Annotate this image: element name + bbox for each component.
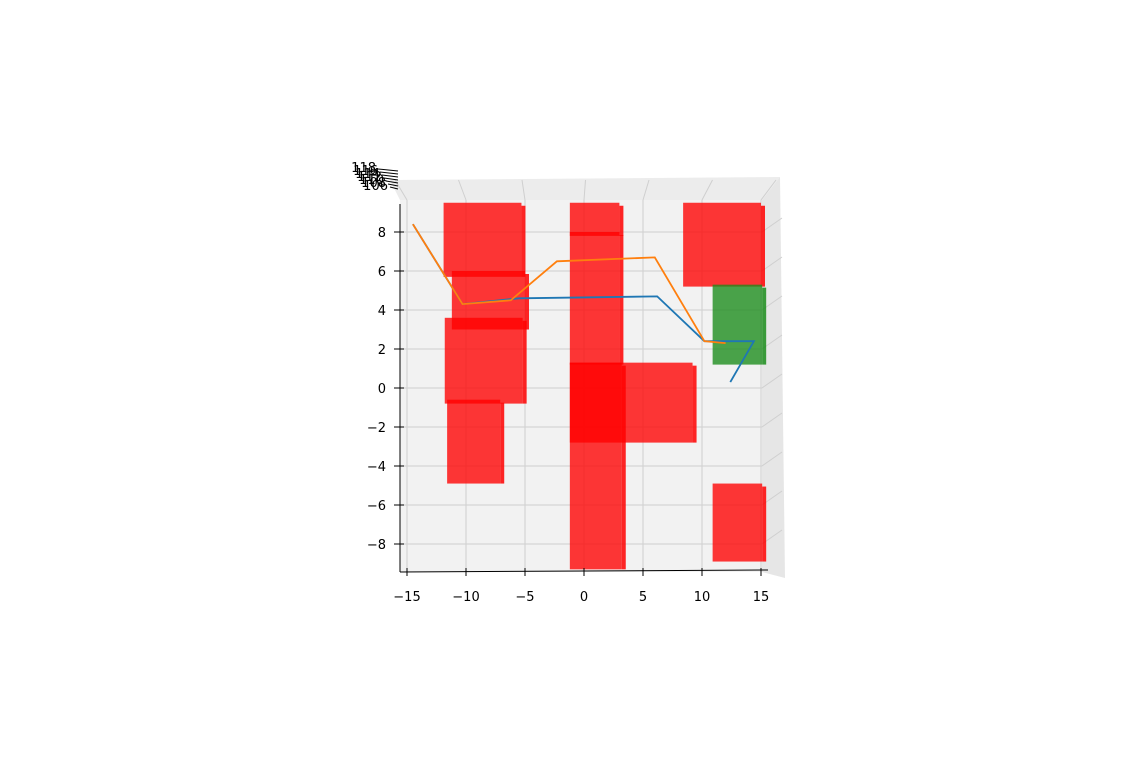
x-tick-label: 0	[580, 590, 588, 605]
y-tick-label: −4	[367, 460, 386, 475]
y-tick-label: 6	[378, 265, 386, 280]
obstacle-box-side	[525, 274, 529, 330]
x-tick-label: −10	[452, 590, 479, 605]
z-tick	[387, 183, 399, 187]
boxes	[443, 202, 767, 570]
side-gridline	[761, 373, 783, 389]
z-tick-label: 116	[353, 164, 378, 179]
y-tick-label: −6	[367, 499, 386, 514]
z-tick	[385, 180, 399, 184]
obstacle-box	[712, 483, 763, 562]
obstacle-box	[444, 317, 523, 404]
obstacle-box-side	[692, 365, 697, 443]
obstacle-box-side	[762, 486, 767, 562]
side-gridline	[761, 217, 783, 233]
top-gridline	[458, 179, 467, 201]
x-tick-label: 15	[753, 590, 770, 605]
x-tick-label: −5	[515, 590, 534, 605]
top-gridline	[642, 179, 650, 201]
y-tick-label: 4	[378, 304, 386, 319]
obstacle-box-side	[621, 365, 626, 570]
z-tick-label: 106	[363, 179, 388, 194]
obstacle-box	[447, 399, 501, 484]
top-gridline	[583, 179, 586, 201]
obstacle-box-side	[522, 320, 527, 404]
z-tick	[383, 177, 399, 181]
obstacle-box-side	[761, 205, 765, 287]
x-ticks: −15 −10 −5 0 5 10 15	[393, 568, 769, 605]
obstacle-box-side	[619, 235, 624, 365]
z-tick	[379, 171, 399, 175]
y-tick-label: 2	[378, 343, 386, 358]
obstacle-box-side	[500, 402, 505, 484]
obstacle-box	[443, 202, 522, 277]
y-tick-label: 0	[378, 382, 386, 397]
x-tick-label: 10	[694, 590, 711, 605]
right-pane	[762, 177, 785, 578]
side-gridline	[761, 451, 783, 467]
top-gridline	[701, 179, 713, 201]
y-tick-label: −8	[367, 538, 386, 553]
x-tick-label: 5	[639, 590, 647, 605]
obstacle-box	[683, 202, 761, 287]
top-gridline	[521, 179, 526, 201]
x-tick-label: −15	[393, 590, 420, 605]
side-gridline	[761, 412, 783, 428]
goal-box	[712, 284, 763, 365]
obstacle-box	[569, 202, 620, 236]
z-tick-label: 112	[357, 170, 382, 185]
obstacle-box-side	[619, 205, 624, 236]
top-gridline	[760, 179, 777, 201]
side-gridline	[761, 256, 783, 272]
z-tick-label: 114	[355, 167, 380, 182]
z-tick	[377, 168, 399, 172]
y-tick-label: −2	[367, 421, 386, 436]
y-tick-label: 8	[378, 226, 386, 241]
z-tick	[389, 186, 399, 190]
z-tick	[381, 174, 399, 178]
goal-box-side	[762, 287, 767, 365]
y-ticks: −8 −6 −4 −2 0 2 4 6 8	[367, 226, 404, 553]
paths	[412, 223, 756, 383]
path-line-2	[412, 223, 726, 344]
z-tick-label: 108	[361, 176, 386, 191]
z-tick-label: 118	[351, 161, 376, 176]
obstacle-box-side	[521, 205, 526, 277]
z-tick-label: 110	[359, 173, 384, 188]
obstacle-box	[569, 362, 693, 443]
